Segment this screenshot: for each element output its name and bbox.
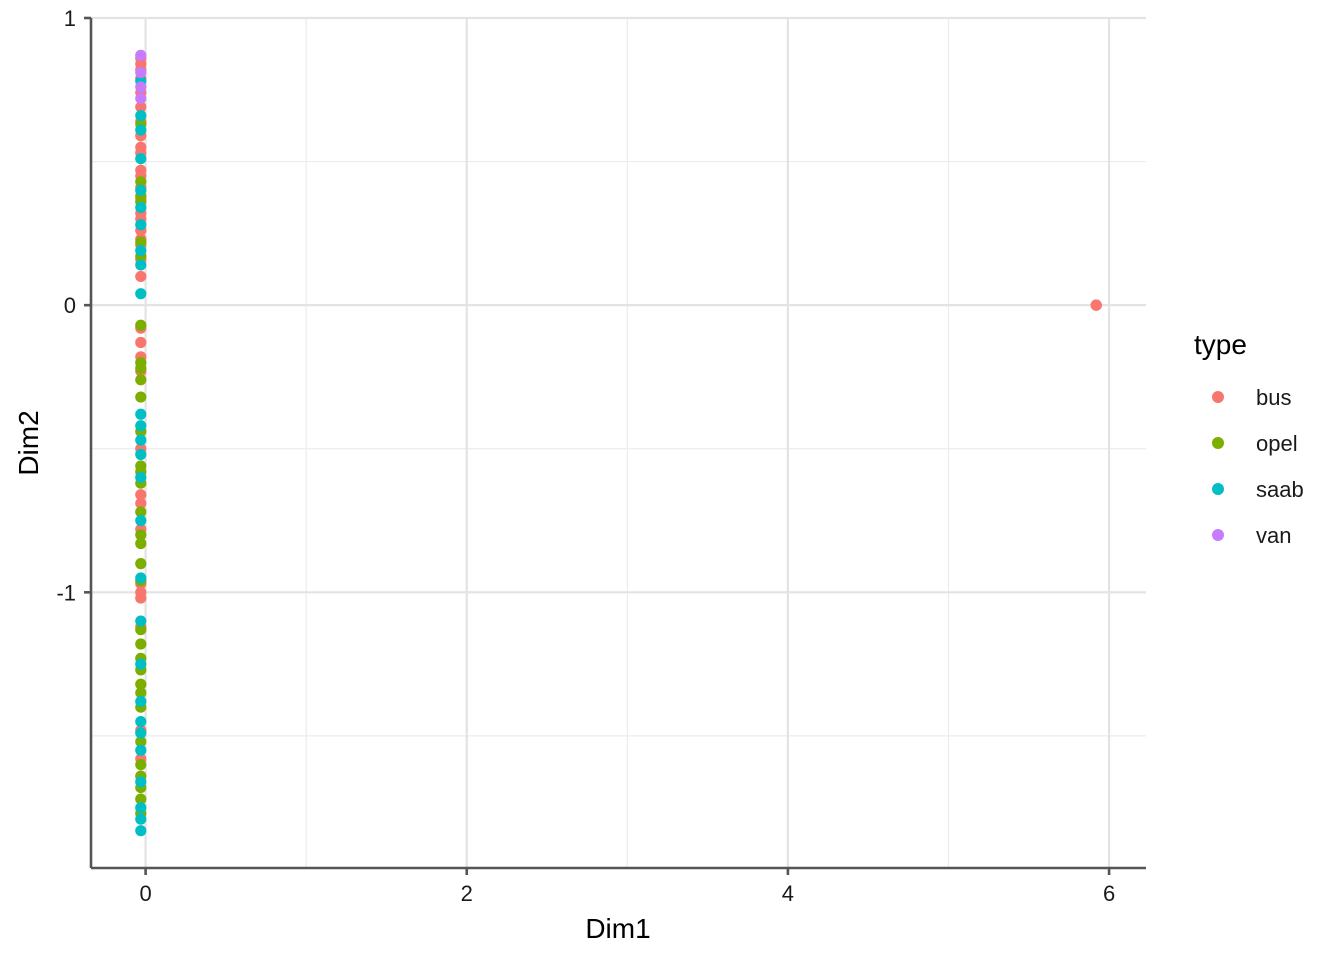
y-tick-label: 1 [64,6,76,31]
y-axis-title: Dim2 [13,410,44,475]
legend-item-saab: saab [1212,477,1304,502]
data-point-saab [135,259,147,271]
data-point-saab [135,408,147,420]
data-point-saab [135,514,147,527]
y-tick-label: 0 [64,293,76,318]
legend-item-opel: opel [1212,431,1298,456]
data-point-van [135,49,147,61]
data-point-saab [135,434,147,446]
legend-label: opel [1256,431,1298,456]
series-van [135,49,147,105]
data-point-opel [135,624,147,636]
data-point-saab [135,245,147,257]
y-tick-label: -1 [56,580,76,605]
data-point-saab [135,153,147,165]
data-point-saab [135,448,147,461]
data-point-van [135,92,147,105]
x-tick-label: 4 [782,881,794,906]
legend-item-bus: bus [1212,385,1291,410]
data-point-opel [135,236,147,248]
data-point-bus [1090,299,1102,311]
data-point-opel [135,391,147,403]
data-point-saab [135,658,147,670]
data-point-saab [135,727,147,739]
data-point-opel [135,176,147,188]
data-point-saab [135,744,147,756]
x-tick-label: 6 [1103,881,1115,906]
data-point-saab [135,124,147,136]
grid [91,16,1146,868]
data-point-opel [135,638,147,650]
data-point-van [135,81,147,93]
data-point-saab [135,420,147,432]
data-point-opel [135,736,147,748]
legend-key-saab [1212,483,1224,495]
data-point-saab [135,471,147,484]
data-point-saab [135,802,147,814]
x-axis-title: Dim1 [585,913,650,944]
data-point-opel [135,319,147,331]
data-point-saab [135,288,147,300]
data-point-saab [135,825,147,837]
data-point-bus [135,101,147,113]
legend-items: bus opel saab van [1212,385,1304,548]
series-saab [135,75,147,837]
axes [84,16,1146,875]
data-point-bus [135,336,147,349]
data-point-opel [135,374,147,386]
data-point-opel [135,793,147,805]
data-point-van [135,66,147,79]
data-point-opel [135,506,147,518]
x-tick-label: 2 [461,881,473,906]
data-point-saab [135,184,147,196]
data-point-saab [135,201,147,214]
data-point-bus [135,497,147,509]
data-point-opel [135,362,147,374]
data-points [135,49,1102,837]
data-point-bus [135,592,147,604]
data-point-saab [135,219,147,231]
legend-key-van [1212,529,1224,541]
legend: type bus opel saab van [1194,329,1304,548]
data-point-opel [135,678,147,690]
legend-title: type [1194,329,1247,360]
data-point-saab [135,776,147,788]
legend-label: van [1256,523,1291,548]
legend-label: bus [1256,385,1291,410]
legend-item-van: van [1212,523,1291,548]
data-point-saab [135,572,147,584]
data-point-opel [135,537,147,550]
legend-label: saab [1256,477,1304,502]
data-point-bus [135,489,147,501]
data-point-saab [135,813,147,825]
data-point-opel [135,759,147,771]
data-point-opel [135,529,147,541]
data-point-saab [135,715,147,728]
legend-key-bus [1212,391,1224,403]
data-point-opel [135,687,147,699]
data-point-saab [135,695,147,708]
series-bus [135,52,1102,765]
legend-key-opel [1212,437,1224,449]
data-point-saab [135,615,147,627]
tick-labels: 0 2 4 6 -1 0 1 [56,6,1115,906]
data-point-opel [135,558,147,570]
data-point-saab [135,110,147,122]
x-tick-label: 0 [139,881,151,906]
data-point-bus [135,270,147,283]
